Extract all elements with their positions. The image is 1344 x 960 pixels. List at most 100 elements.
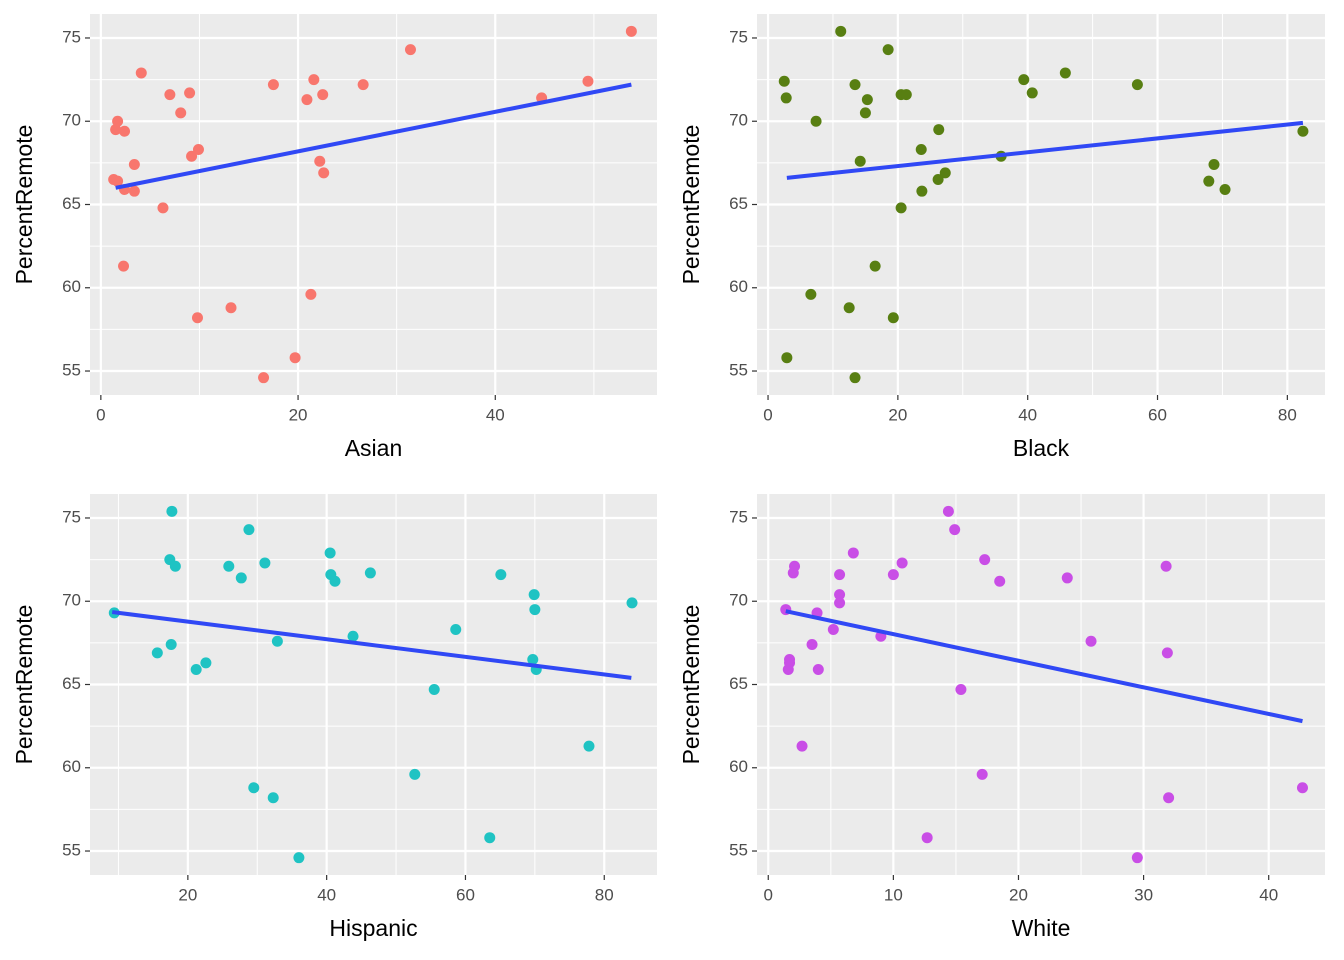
data-point [190,664,202,676]
data-point [780,92,792,104]
data-point [110,124,122,136]
data-point [175,107,187,119]
y-tick-label: 60 [729,277,748,296]
data-point [976,768,988,780]
y-tick-label: 65 [729,674,748,693]
y-tick-label: 70 [729,591,748,610]
data-point [428,683,440,695]
data-point [834,597,846,609]
y-tick-label: 60 [62,757,81,776]
data-point [527,654,539,666]
data-point [164,89,176,101]
y-axis-title: PercentRemote [678,605,704,765]
data-point [528,589,540,601]
data-point [223,560,235,572]
y-tick-label: 75 [729,507,748,526]
data-point [882,44,894,56]
x-tick-label: 60 [456,885,475,904]
x-tick-label: 0 [764,885,773,904]
panel: 55 60 65 70 75 0 20 40 60 80 Black PercentRemote [678,14,1325,461]
data-point [248,782,260,794]
y-tick-label: 75 [62,507,81,526]
x-tick-label: 20 [1009,885,1028,904]
y-axis-title: PercentRemote [678,125,704,285]
data-point [267,79,279,91]
data-point [887,312,899,324]
data-point [835,25,847,37]
data-point [942,505,954,517]
data-point [1160,560,1172,572]
data-point [529,604,541,616]
data-point [834,569,846,581]
panel: 55 60 65 70 75 20 40 60 80 Hispanic PercentRemote [11,494,657,941]
panel: 55 60 65 70 75 0 20 40 Asian PercentRemote [11,14,657,461]
data-point [932,174,944,186]
data-point [787,567,799,579]
data-point [869,260,881,272]
data-point [1203,175,1215,187]
data-point [165,639,177,651]
data-point [1018,74,1030,86]
y-tick-label: 75 [729,27,748,46]
data-point [583,740,595,752]
data-point [915,144,927,156]
y-axis-title: PercentRemote [11,605,37,765]
data-point [308,74,320,86]
y-tick-label: 65 [62,194,81,213]
x-axis-title: Hispanic [329,915,417,941]
data-point [806,639,818,651]
data-point [921,832,933,844]
y-tick-label: 60 [62,277,81,296]
trend-line [786,120,1304,180]
x-tick-label: 0 [763,405,772,424]
x-tick-label: 20 [888,405,907,424]
data-point [849,79,861,91]
data-point [289,352,301,364]
data-point [1297,125,1309,137]
y-tick-label: 70 [62,591,81,610]
data-point [318,167,330,179]
data-point [949,524,961,536]
data-point [887,569,899,581]
x-tick-label: 80 [1278,405,1297,424]
y-tick-label: 75 [62,27,81,46]
data-point [112,175,124,187]
data-point [409,768,421,780]
data-point [1219,184,1231,196]
x-axis-title: White [1012,915,1071,941]
data-point [258,372,270,384]
x-tick-label: 20 [289,405,308,424]
y-tick-label: 65 [729,194,748,213]
x-tick-label: 40 [1259,885,1278,904]
data-point [225,302,237,314]
data-point [324,547,336,559]
data-point [827,624,839,636]
data-point [782,664,794,676]
data-point [979,554,991,566]
trend-line [111,610,632,680]
y-tick-label: 70 [729,111,748,130]
x-tick-label: 0 [96,405,105,424]
data-point [305,288,317,300]
data-point [582,75,594,87]
data-point [1026,87,1038,99]
data-point [271,635,283,647]
data-point [186,150,198,162]
data-point [834,589,846,601]
data-point [778,75,790,87]
data-point [625,25,637,37]
x-axis-title: Black [1013,435,1070,461]
data-point [1131,79,1143,91]
x-tick-label: 80 [595,885,614,904]
y-tick-label: 55 [729,841,748,860]
y-axis-title: PercentRemote [11,125,37,285]
data-point [184,87,196,99]
y-tick-label: 55 [62,361,81,380]
data-point [1085,635,1097,647]
data-point [847,547,859,559]
data-point [200,657,212,669]
y-tick-label: 55 [729,361,748,380]
data-point [933,124,945,136]
data-point [854,155,866,167]
